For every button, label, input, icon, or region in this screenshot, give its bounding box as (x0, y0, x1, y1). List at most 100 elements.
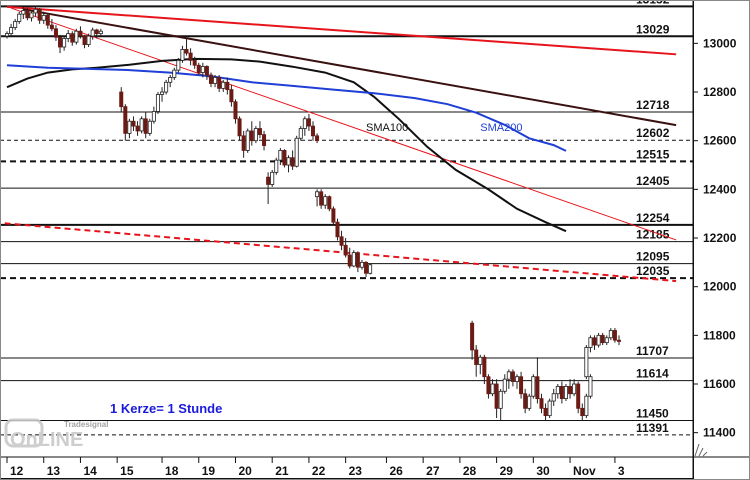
candle-body (151, 111, 156, 122)
candle-body (5, 33, 10, 37)
candle-body (58, 36, 63, 48)
candle-body (547, 400, 552, 417)
candle-body (172, 69, 177, 78)
candle-body (266, 176, 271, 185)
candle-body (506, 371, 511, 380)
y-tick-label: 13000 (703, 36, 737, 50)
candle-body (498, 390, 503, 409)
candle-body (160, 91, 165, 95)
candle-body (286, 157, 291, 166)
candle-body (470, 322, 475, 351)
x-tick-label: Nov (573, 464, 596, 478)
candle-body (290, 157, 295, 167)
candle-note: 1 Kerze= 1 Stunde (110, 401, 222, 416)
candle-body (74, 30, 79, 43)
candle-body (588, 337, 593, 348)
candle-body (563, 386, 568, 400)
x-tick-label: 28 (463, 464, 477, 478)
candle-body (164, 81, 169, 93)
series-line-sma200 (6, 64, 567, 152)
candle-body (135, 125, 140, 132)
series-label-sma100: SMA100 (366, 122, 408, 134)
candle-body (600, 334, 605, 344)
level-label-12254: 12254 (636, 211, 670, 225)
candle-body (98, 30, 103, 35)
candle-body (184, 49, 189, 54)
candle-body (368, 264, 373, 274)
candle-body (584, 395, 589, 417)
candle-body (245, 130, 250, 151)
candle-body (270, 171, 275, 185)
level-label-12035: 12035 (636, 264, 670, 278)
candle-body (221, 81, 226, 89)
candle-body (490, 383, 495, 395)
candle-body (282, 150, 287, 166)
candle-body (249, 130, 254, 142)
candle-body (494, 383, 499, 409)
candle-body (331, 208, 336, 223)
candle-body (66, 33, 71, 39)
y-tick-label: 12800 (703, 85, 737, 99)
candle-body (217, 77, 222, 89)
candle-body (278, 150, 283, 161)
candle-body (310, 125, 315, 137)
level-label-12185: 12185 (636, 228, 670, 242)
candle-body (335, 221, 340, 238)
candle-body (327, 196, 332, 210)
level-label-12602: 12602 (636, 126, 670, 140)
candle-body (41, 14, 46, 21)
x-tick-label: 19 (202, 464, 216, 478)
trendlines (0, 5, 677, 283)
candle-body (90, 29, 95, 37)
candle-body (515, 376, 520, 382)
candle-body (588, 376, 593, 397)
support-resistance-levels: 13152 13029 12718 12602 12515 12405 12254 12185… (0, 0, 693, 436)
candle-body (306, 118, 311, 127)
candle-body (364, 261, 369, 274)
level-label-12718: 12718 (636, 98, 670, 112)
candle-body (519, 376, 524, 395)
candle-body (315, 191, 320, 198)
candle-body (474, 349, 479, 365)
candle-body (143, 118, 148, 134)
candle-body (527, 395, 532, 409)
tradesignal-logo: Tradesignal OnLINE (4, 418, 108, 451)
x-tick-label: 29 (500, 464, 514, 478)
x-tick-label: 21 (275, 464, 289, 478)
candle-body (568, 386, 573, 395)
candle-body (559, 386, 564, 400)
candle-body (70, 33, 75, 43)
candle-body (531, 376, 536, 397)
trendline-dark-resistance (23, 8, 677, 127)
candle-body (196, 64, 201, 73)
candle-body (127, 120, 132, 134)
y-axis: 11400 11600 11800 12000 12200 12400 12600 12800… (693, 36, 737, 440)
candle-body (17, 13, 22, 22)
candle-body (225, 81, 230, 90)
x-tick-label: 13 (47, 464, 61, 478)
candle-body (617, 339, 622, 342)
candle-body (298, 128, 303, 139)
candle-body (604, 337, 609, 344)
candle-body (21, 10, 26, 15)
candle-body (241, 135, 246, 151)
candles (5, 6, 622, 421)
candle-body (213, 77, 218, 84)
candle-body (229, 89, 234, 103)
candle-body (580, 407, 585, 417)
candle-body (608, 330, 613, 339)
candle-body (510, 371, 515, 382)
candle-body (478, 356, 483, 365)
x-tick-label: 20 (238, 464, 252, 478)
candle-body (188, 52, 193, 61)
level-label-11707: 11707 (636, 344, 669, 358)
trendline-red-thin (10, 7, 677, 241)
candle-body (208, 74, 213, 84)
candle-body (168, 77, 173, 83)
candle-body (123, 106, 128, 134)
candle-body (33, 8, 38, 14)
candle-body (253, 128, 258, 142)
x-tick-label: 12 (10, 464, 24, 478)
candle-body (551, 393, 556, 402)
candle-body (535, 376, 540, 400)
